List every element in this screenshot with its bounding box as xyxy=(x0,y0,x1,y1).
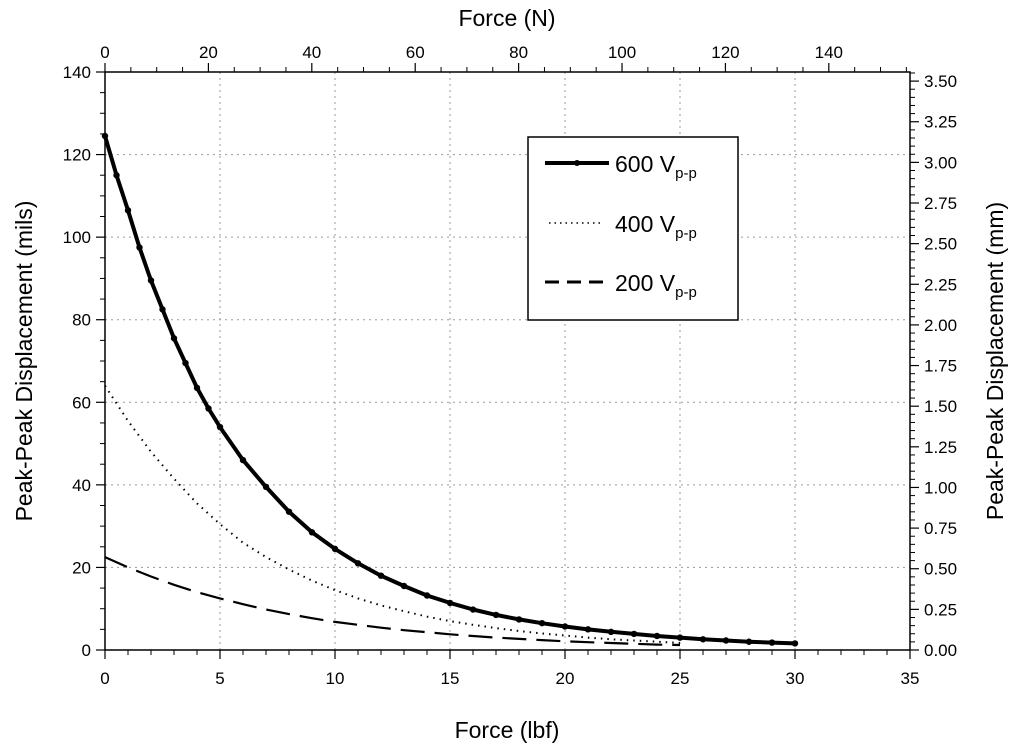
data-point xyxy=(262,483,270,491)
y2-tick-label: 2.25 xyxy=(924,275,957,294)
data-point xyxy=(676,634,684,641)
y2-tick-label: 0.25 xyxy=(924,600,957,619)
y2-tick-label: 2.50 xyxy=(924,235,957,254)
axis-ticks xyxy=(96,63,919,659)
y-tick-label: 20 xyxy=(72,558,91,577)
data-point xyxy=(791,640,799,647)
data-point xyxy=(331,545,339,553)
data-point xyxy=(538,619,546,627)
data-point xyxy=(101,132,109,140)
legend-label-200: 200 Vp-p xyxy=(615,270,697,301)
x-tick-label: 0 xyxy=(100,669,109,688)
y-tick-label: 120 xyxy=(63,146,91,165)
y2-tick-label: 0.50 xyxy=(924,560,957,579)
y2-tick-label: 0.00 xyxy=(924,641,957,660)
y2-tick-label: 1.50 xyxy=(924,397,957,416)
x2-tick-label: 40 xyxy=(302,43,321,62)
legend: 600 Vp-p 400 Vp-p 200 Vp-p xyxy=(527,136,739,321)
x2-tick-label: 120 xyxy=(711,43,739,62)
y-tick-label: 80 xyxy=(72,311,91,330)
series-line-1 xyxy=(104,385,681,644)
x2-tick-label: 0 xyxy=(100,43,109,62)
y-tick-label: 40 xyxy=(72,476,91,495)
data-point xyxy=(630,630,638,638)
y2-tick-label: 3.00 xyxy=(924,153,957,172)
x2-tick-label: 140 xyxy=(815,43,843,62)
y2-axis-title: Peak-Peak Displacement (mm) xyxy=(982,202,1008,520)
x2-axis-title: Force (N) xyxy=(458,5,555,31)
x-tick-label: 15 xyxy=(441,669,460,688)
legend-marker-600 xyxy=(574,160,580,166)
legend-label-400: 400 Vp-p xyxy=(615,211,697,242)
data-point xyxy=(147,277,155,284)
data-point xyxy=(285,508,293,515)
y-axis-title: Peak-Peak Displacement (mils) xyxy=(11,201,37,522)
y2-tick-label: 3.25 xyxy=(924,113,957,132)
series-group xyxy=(101,132,799,647)
series-line-2 xyxy=(104,556,681,647)
data-point xyxy=(193,384,201,392)
data-point xyxy=(113,172,120,179)
data-point xyxy=(159,306,166,313)
legend-box xyxy=(527,136,739,321)
y2-tick-label: 1.25 xyxy=(924,438,957,457)
y2-tick-label: 2.00 xyxy=(924,316,957,335)
y2-tick-label: 1.00 xyxy=(924,478,957,497)
x-tick-label: 20 xyxy=(556,669,575,688)
data-point xyxy=(469,606,477,613)
series-line-0 xyxy=(103,135,796,646)
data-point xyxy=(584,626,592,633)
data-point xyxy=(182,359,189,367)
data-point xyxy=(446,599,454,607)
x2-tick-label: 20 xyxy=(199,43,218,62)
grid xyxy=(105,72,910,650)
data-point xyxy=(653,632,661,640)
tick-labels: 0 5 10 15 20 25 30 35 0 20 40 60 80 100 120 140 0 20 40 60 8… xyxy=(63,43,957,688)
legend-label-600: 600 Vp-p xyxy=(615,151,697,182)
x-tick-label: 10 xyxy=(326,669,345,688)
data-point xyxy=(423,592,431,599)
y2-tick-label: 2.75 xyxy=(924,194,957,213)
data-point xyxy=(768,639,776,646)
data-point xyxy=(607,628,615,636)
data-point xyxy=(561,623,569,630)
data-point xyxy=(377,572,385,579)
data-point xyxy=(124,207,132,214)
y-tick-label: 0 xyxy=(82,641,91,660)
data-point xyxy=(216,423,224,431)
data-point xyxy=(205,405,212,412)
x-axis-title: Force (lbf) xyxy=(455,717,560,743)
data-point xyxy=(699,636,707,643)
data-point xyxy=(492,611,500,619)
data-point xyxy=(136,244,143,251)
x-tick-label: 25 xyxy=(671,669,690,688)
data-point xyxy=(400,582,408,590)
y2-tick-label: 1.75 xyxy=(924,357,957,376)
data-point xyxy=(515,616,523,623)
data-point xyxy=(239,456,247,464)
y2-tick-label: 3.50 xyxy=(924,72,957,91)
x-tick-label: 35 xyxy=(901,669,920,688)
y-tick-label: 60 xyxy=(72,393,91,412)
plot-area-frame xyxy=(104,71,911,651)
y-tick-label: 100 xyxy=(63,228,91,247)
data-point xyxy=(745,638,753,645)
x2-tick-label: 60 xyxy=(406,43,425,62)
x-tick-label: 5 xyxy=(215,669,224,688)
x2-tick-label: 100 xyxy=(608,43,636,62)
data-point xyxy=(308,529,316,536)
x-tick-label: 30 xyxy=(786,669,805,688)
y-tick-label: 140 xyxy=(63,63,91,82)
x2-tick-label: 80 xyxy=(509,43,528,62)
y2-tick-label: 0.75 xyxy=(924,519,957,538)
data-point xyxy=(170,335,178,342)
data-point xyxy=(354,560,362,567)
data-point xyxy=(722,637,730,644)
